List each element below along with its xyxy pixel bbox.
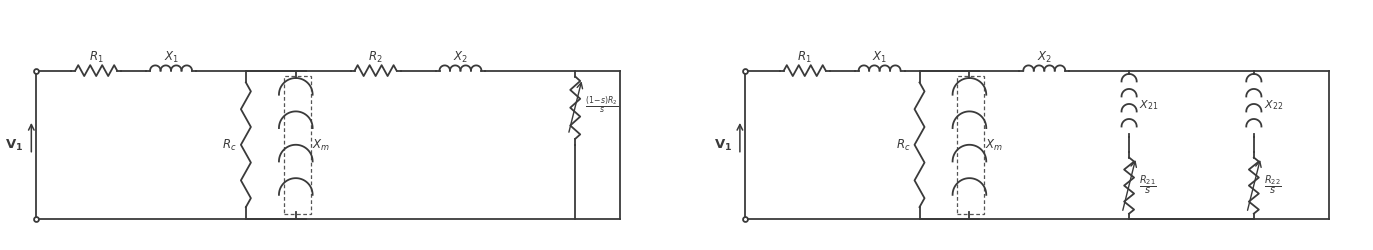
Text: $X_2$: $X_2$ <box>453 50 468 64</box>
Text: $\dfrac{R_{22}}{s}$: $\dfrac{R_{22}}{s}$ <box>1263 172 1281 195</box>
Text: $R_c$: $R_c$ <box>222 138 238 153</box>
Text: $R_1$: $R_1$ <box>798 50 811 64</box>
Text: $R_1$: $R_1$ <box>89 50 103 64</box>
Text: $X_{21}$: $X_{21}$ <box>1140 98 1159 112</box>
Text: $X_m$: $X_m$ <box>986 138 1004 153</box>
Text: $\frac{(1\!-\!s)R_2}{s}$: $\frac{(1\!-\!s)R_2}{s}$ <box>585 94 618 116</box>
Text: $X_m$: $X_m$ <box>312 138 330 153</box>
Text: $\mathbf{V}_\mathbf{1}$: $\mathbf{V}_\mathbf{1}$ <box>714 138 732 153</box>
Bar <box>284 76 310 214</box>
Text: $\dfrac{R_{21}}{s}$: $\dfrac{R_{21}}{s}$ <box>1140 172 1157 195</box>
Text: $\mathbf{V}_\mathbf{1}$: $\mathbf{V}_\mathbf{1}$ <box>5 138 23 153</box>
Text: $X_2$: $X_2$ <box>1037 50 1052 64</box>
Text: $R_2$: $R_2$ <box>368 50 383 64</box>
Text: $X_1$: $X_1$ <box>872 50 887 64</box>
Text: $X_{22}$: $X_{22}$ <box>1263 98 1282 112</box>
Text: $R_c$: $R_c$ <box>897 138 910 153</box>
Text: $X_1$: $X_1$ <box>163 50 178 64</box>
Bar <box>957 76 984 214</box>
